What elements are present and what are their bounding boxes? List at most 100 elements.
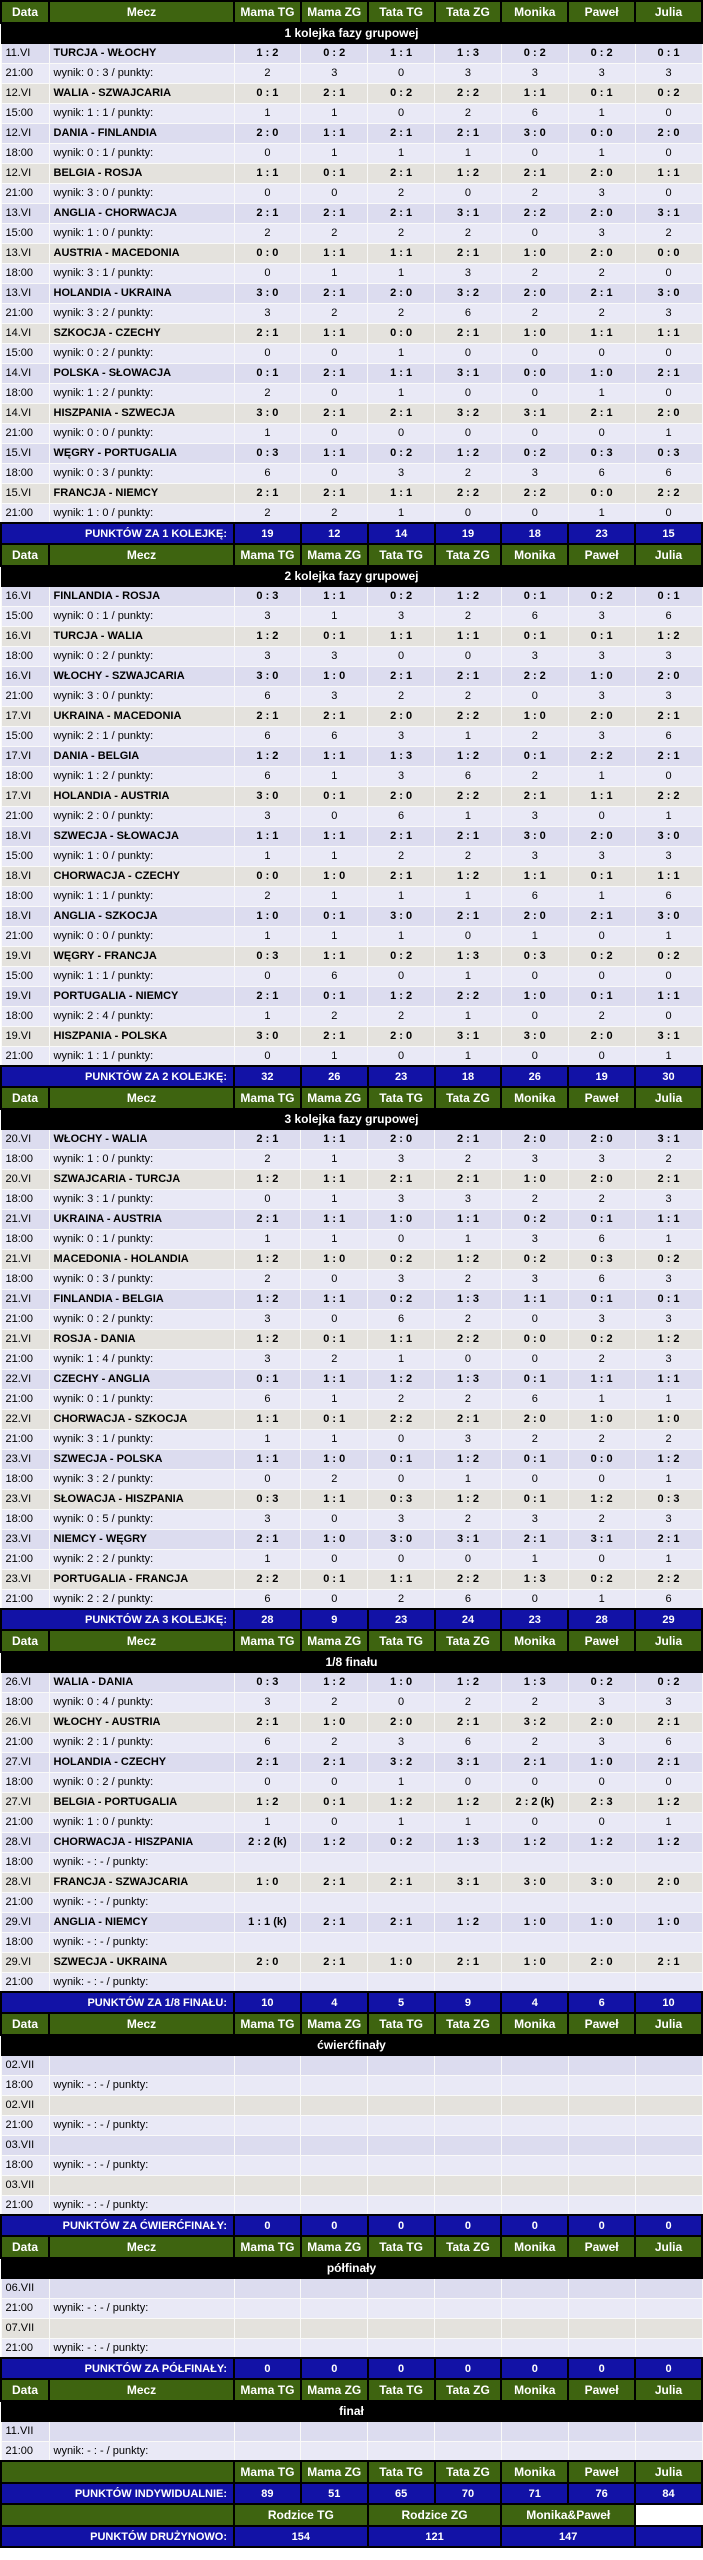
prediction-cell (634, 2317, 703, 2339)
points-cell: 1 (367, 885, 436, 907)
prediction-cell: 1 : 2 (367, 1791, 436, 1813)
match-date-cell: 27.VI (0, 1791, 50, 1813)
round-summary-row: PUNKTÓW ZA 3 KOLEJKĘ: 28 9 23 24 23 28 29 (0, 1608, 703, 1631)
prediction-cell: 1 : 1 (367, 42, 436, 64)
prediction-cell: 2 : 0 (500, 1408, 569, 1430)
points-cell: 1 (300, 845, 369, 867)
prediction-cell: 0 : 2 (367, 1248, 436, 1270)
prediction-cell: 2 : 2 (k) (233, 1831, 302, 1853)
team-total-value: 121 (366, 2525, 503, 2548)
column-header-player: Tata ZG (433, 2012, 503, 2036)
column-header-player: Paweł (567, 1629, 637, 1653)
result-row: 21:00 wynik: 3 : 0 / punkty: 0 0 2 0 2 3 0 (0, 182, 703, 204)
match-date-cell: 20.VI (0, 1128, 50, 1150)
result-row: 18:00 wynik: 0 : 1 / punkty: 1 1 0 1 3 6 1 (0, 1228, 703, 1250)
points-cell: 6 (233, 1588, 302, 1610)
points-cell: 2 (367, 1005, 436, 1027)
match-time-cell: 21:00 (0, 422, 50, 444)
prediction-cell: 2 : 1 (567, 905, 636, 927)
points-cell: 2 (233, 1268, 302, 1290)
prediction-cell (434, 2094, 502, 2116)
result-label-cell: wynik: 3 : 1 / punkty: (48, 1188, 235, 1210)
match-time-cell: 18:00 (0, 1188, 50, 1210)
result-row: 21:00 wynik: - : - / punkty: (0, 2440, 703, 2462)
prediction-cell: 0 : 3 (634, 442, 703, 464)
points-cell: 0 (634, 102, 703, 124)
prediction-cell: 2 : 1 (434, 905, 502, 927)
points-cell: 0 (434, 1771, 502, 1793)
prediction-cell: 0 : 1 (500, 1368, 569, 1390)
points-cell: 0 (233, 1468, 302, 1490)
points-cell: 2 (367, 222, 436, 244)
result-row: 18:00 wynik: 0 : 2 / punkty: 3 3 0 0 3 3 3 (0, 645, 703, 667)
points-cell: 0 (367, 965, 436, 987)
prediction-cell: 1 : 2 (233, 1168, 302, 1190)
prediction-cell: 2 : 1 (500, 162, 569, 184)
points-cell: 0 (567, 805, 636, 827)
prediction-cell (367, 2134, 436, 2156)
points-cell: 2 (500, 1428, 569, 1450)
prediction-cell: 1 : 1 (567, 322, 636, 344)
points-cell: 0 (634, 765, 703, 787)
points-cell: 1 (634, 1468, 703, 1490)
prediction-cell: 1 : 0 (300, 1448, 369, 1470)
prediction-cell: 0 : 1 (567, 1208, 636, 1230)
prediction-cell (300, 2317, 369, 2339)
prediction-cell: 2 : 1 (300, 402, 369, 424)
prediction-cell (567, 2277, 636, 2299)
match-time-cell: 21:00 (0, 1891, 50, 1913)
column-header-mecz: Mecz (48, 2012, 235, 2036)
prediction-cell: 2 : 0 (567, 1711, 636, 1733)
prediction-cell: 1 : 1 (500, 82, 569, 104)
points-cell: 2 (367, 1588, 436, 1610)
match-date-cell: 28.VI (0, 1871, 50, 1893)
round-summary-value: 0 (233, 2214, 302, 2237)
match-date-cell: 13.VI (0, 202, 50, 224)
result-label-cell: wynik: - : - / punkty: (48, 2154, 235, 2176)
prediction-cell: 1 : 0 (233, 1871, 302, 1893)
prediction-cell: 0 : 1 (300, 905, 369, 927)
round-summary-value: 9 (433, 1991, 503, 2014)
points-cell (367, 2194, 436, 2216)
team-total-blank (634, 2525, 703, 2548)
result-label-cell: wynik: - : - / punkty: (48, 2440, 235, 2462)
prediction-cell: 2 : 1 (367, 402, 436, 424)
round-summary-value: 0 (500, 2357, 570, 2380)
result-label-cell: wynik: 3 : 1 / punkty: (48, 262, 235, 284)
points-cell (233, 1931, 302, 1953)
points-cell: 1 (300, 605, 369, 627)
team-total-value: 147 (500, 2525, 637, 2548)
prediction-cell: 1 : 0 (567, 1751, 636, 1773)
prediction-cell: 2 : 1 (567, 282, 636, 304)
result-row: 21:00 wynik: - : - / punkty: (0, 2194, 703, 2216)
points-cell: 1 (233, 1228, 302, 1250)
result-row: 18:00 wynik: 0 : 5 / punkty: 3 0 3 2 3 2 3 (0, 1508, 703, 1530)
prediction-cell: 2 : 0 (567, 242, 636, 264)
match-name-cell: HISZPANIA - SZWECJA (48, 402, 235, 424)
prediction-cell: 2 : 1 (434, 1408, 502, 1430)
prediction-cell: 0 : 1 (634, 42, 703, 64)
prediction-cell: 3 : 1 (434, 362, 502, 384)
match-name-cell (48, 2134, 235, 2156)
points-cell: 0 (300, 1308, 369, 1330)
column-header-player: Paweł (567, 1086, 637, 1110)
prediction-cell: 0 : 2 (567, 1328, 636, 1350)
column-header-player: Tata TG (366, 2235, 436, 2259)
points-cell: 0 (300, 382, 369, 404)
round-summary-row: PUNKTÓW ZA 1/8 FINAŁU: 10 4 5 9 4 6 10 (0, 1991, 703, 2014)
column-header-row: Data Mecz Mama TG Mama ZG Tata TG Tata ZG Moni… (0, 2012, 703, 2036)
column-header-player: Mama TG (233, 543, 302, 567)
points-cell (434, 2297, 502, 2319)
match-date-cell: 03.VII (0, 2174, 50, 2196)
prediction-cell: 2 : 1 (634, 1168, 703, 1190)
points-cell (233, 2194, 302, 2216)
points-cell (233, 2337, 302, 2359)
points-cell: 1 (233, 845, 302, 867)
points-cell: 0 (567, 1468, 636, 1490)
prediction-cell: 1 : 0 (500, 242, 569, 264)
points-cell: 3 (567, 725, 636, 747)
footer-player-name: Julia (634, 2460, 703, 2484)
match-time-cell: 15:00 (0, 965, 50, 987)
points-cell: 1 (300, 1388, 369, 1410)
